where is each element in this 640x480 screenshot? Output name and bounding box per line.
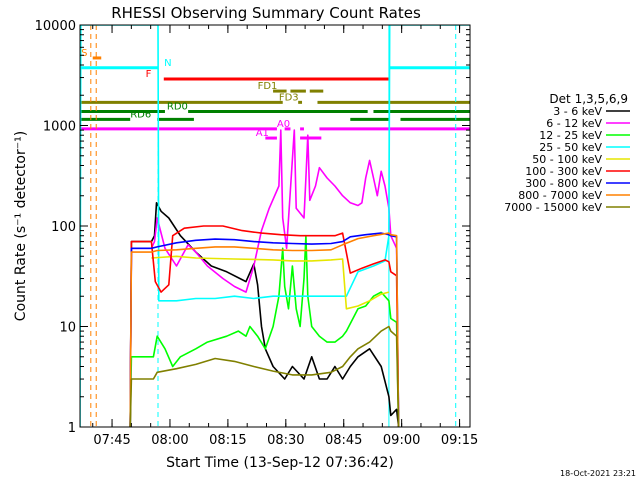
series-line: [129, 129, 400, 427]
x-tick-label: 08:15: [209, 433, 246, 448]
legend-label: 300 - 800 keV: [525, 177, 602, 190]
flag-bar-label: F: [146, 69, 152, 80]
legend-label: 50 - 100 keV: [532, 153, 602, 166]
y-tick-label: 10000: [35, 19, 76, 34]
series-line: [129, 234, 400, 427]
x-tick-label: 09:00: [383, 433, 420, 448]
legend-label: 800 - 7000 keV: [518, 189, 602, 202]
y-axis-label: Count Rate (s⁻¹ detector⁻¹): [13, 131, 29, 321]
y-tick-label: 1: [68, 421, 76, 436]
legend-label: 12 - 25 keV: [539, 129, 602, 142]
y-tick-label: 10: [59, 321, 76, 336]
legend-label: 25 - 50 keV: [539, 141, 602, 154]
x-axis-label: Start Time (13-Sep-12 07:36:42): [166, 455, 394, 471]
legend-title: Det 1,3,5,6,9: [549, 92, 628, 106]
series-line: [129, 325, 400, 427]
series-line: [129, 225, 400, 427]
x-tick-label: 09:15: [441, 433, 478, 448]
flag-bar-label: FD3: [279, 92, 299, 103]
series-line: [80, 25, 470, 427]
y-axis: 1 10 100 1000 10000: [35, 19, 470, 436]
y-tick-label: 100: [51, 220, 76, 235]
legend-label: 7000 - 15000 keV: [504, 201, 602, 214]
x-tick-label: 08:45: [325, 433, 362, 448]
footer-timestamp: 18-Oct-2021 23:21: [560, 469, 636, 478]
series-line: [129, 232, 400, 427]
x-tick-label: 08:00: [151, 433, 188, 448]
chart-title: RHESSI Observing Summary Count Rates: [111, 4, 421, 22]
x-axis: 07:45 08:00 08:15 08:30 08:45 09:00 09:15: [92, 25, 478, 448]
series-lines: [80, 25, 470, 427]
flag-bar-label: A1: [256, 128, 269, 139]
flag-bar-label: FD1: [258, 81, 278, 92]
legend-label: 100 - 300 keV: [525, 165, 602, 178]
flag-bar-label: S: [81, 48, 87, 59]
flag-bar-label: RD6: [130, 109, 151, 120]
series-line: [129, 202, 400, 427]
legend-label: 6 - 12 keV: [546, 117, 602, 130]
y-tick-label: 1000: [43, 120, 76, 135]
x-tick-label: 07:45: [93, 433, 130, 448]
legend-label: 3 - 6 keV: [553, 105, 602, 118]
flag-bar-label: RD0: [167, 101, 188, 112]
flag-bar-label: A0: [277, 119, 290, 130]
x-tick-label: 08:30: [267, 433, 304, 448]
series-line: [151, 255, 390, 310]
flag-bar-label: N: [164, 58, 171, 69]
